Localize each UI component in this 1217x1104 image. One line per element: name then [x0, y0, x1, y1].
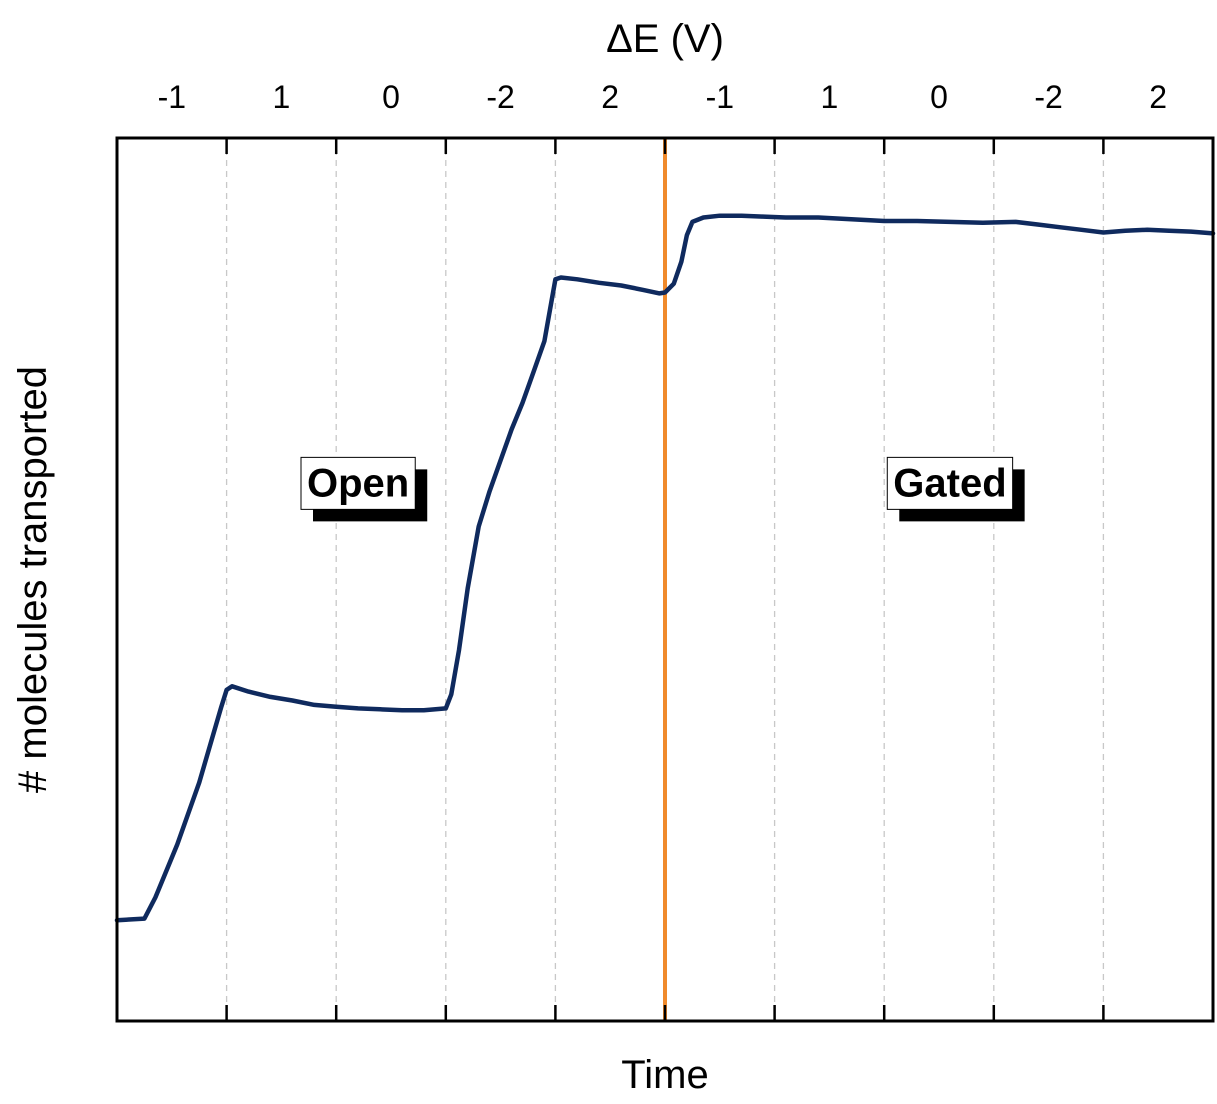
- top-axis-title: ΔE (V): [606, 17, 724, 61]
- top-tick-label: -1: [706, 79, 734, 115]
- tick-marks: [225, 138, 1105, 1021]
- region-label-gated: Gated: [886, 456, 1025, 522]
- region-label-text: Open: [307, 461, 409, 505]
- region-label-text: Gated: [893, 461, 1006, 505]
- region-label-box: [886, 456, 1014, 510]
- top-axis-tick-labels: -1 1 0 -2 2 -1 1 0 -2 2: [158, 79, 1168, 115]
- top-tick-label: 1: [821, 79, 839, 115]
- top-tick-label: 2: [601, 79, 619, 115]
- region-labels: Open Gated: [300, 456, 1025, 522]
- top-tick-label: -1: [158, 79, 186, 115]
- top-tick-label: -2: [1034, 79, 1062, 115]
- y-axis-title: # molecules transported: [11, 366, 55, 793]
- top-tick-label: 2: [1149, 79, 1167, 115]
- top-tick-label: 1: [273, 79, 291, 115]
- top-tick-label: 0: [930, 79, 948, 115]
- series-layer: [114, 213, 1216, 923]
- region-label-open: Open: [300, 456, 428, 522]
- top-tick-label: 0: [382, 79, 400, 115]
- x-axis-title: Time: [621, 1053, 708, 1097]
- series-line: [114, 213, 1216, 923]
- region-label-box: [300, 456, 416, 510]
- top-tick-label: -2: [486, 79, 514, 115]
